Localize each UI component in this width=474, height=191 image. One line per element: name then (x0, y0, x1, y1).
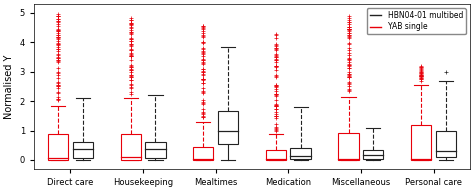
Bar (48, 134, 68, 160)
Y-axis label: Normalised Y: Normalised Y (4, 54, 14, 119)
Bar (363, 150, 383, 159)
Bar (193, 147, 213, 160)
Bar (338, 133, 359, 160)
Bar (411, 125, 431, 160)
Bar (120, 134, 141, 160)
Bar (218, 112, 238, 144)
Legend: HBN04-01 multibed, YAB single: HBN04-01 multibed, YAB single (367, 8, 466, 34)
Bar (291, 148, 311, 159)
Bar (266, 150, 286, 160)
Bar (436, 131, 456, 157)
Bar (73, 142, 93, 158)
Bar (145, 142, 165, 158)
